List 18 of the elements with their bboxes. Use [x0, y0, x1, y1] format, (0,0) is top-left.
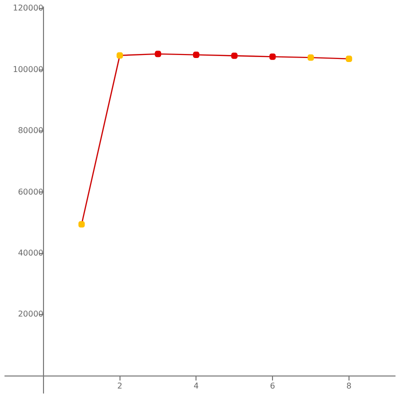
point — [193, 52, 200, 58]
y-tick-label: 80000 — [18, 126, 44, 136]
point — [116, 52, 123, 59]
x-tick-label: 2 — [117, 382, 122, 391]
x-tick-label: 8 — [346, 382, 352, 391]
x-tick-label: 4 — [194, 382, 199, 391]
point — [231, 52, 238, 59]
point — [269, 53, 276, 60]
y-tick-label: 100000 — [12, 64, 44, 74]
point — [308, 54, 314, 61]
point — [78, 221, 85, 228]
y-tick-label: 120000 — [12, 4, 44, 13]
point — [346, 56, 352, 62]
x-tick-label: 6 — [270, 382, 276, 391]
y-tick-label: 20000 — [18, 310, 44, 319]
y-tick-label: 60000 — [18, 187, 44, 196]
point — [154, 50, 162, 58]
y-tick-label: 40000 — [18, 248, 44, 258]
